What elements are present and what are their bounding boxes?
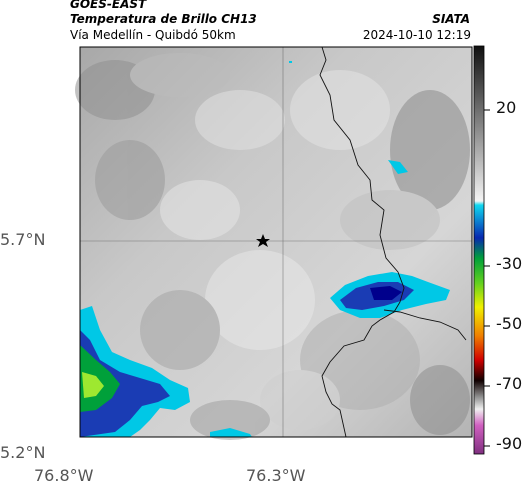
convective-cloud-southwest (80, 306, 252, 437)
satellite-title: GOES-EAST (70, 0, 147, 11)
river-line (383, 309, 467, 341)
agency-label: SIATA (432, 12, 470, 26)
lat-label-top: 5.7°N (0, 230, 46, 249)
star-icon (256, 234, 270, 247)
colorbar-tick-20: 20 (496, 98, 517, 117)
convective-cloud-east (289, 61, 450, 318)
colorbar-tick-neg50: -50 (496, 314, 523, 333)
lon-label-left: 76.8°W (34, 466, 94, 485)
cloud-texture (75, 53, 470, 440)
route-subtitle: Vía Medellín - Quibdó 50km (70, 28, 236, 42)
colorbar-tick-neg30: -30 (496, 254, 523, 273)
map-panel (75, 46, 473, 440)
boundary-line (319, 46, 405, 438)
graticule (80, 47, 472, 437)
product-title: Temperatura de Brillo CH13 (70, 12, 257, 26)
colorbar-tick-neg90: -90 (496, 434, 523, 453)
colorbar-tick-neg70: -70 (496, 374, 523, 393)
lat-label-bottom: 5.2°N (0, 443, 46, 462)
lon-label-center: 76.3°W (246, 466, 306, 485)
colorbar (473, 45, 490, 455)
timestamp: 2024-10-10 12:19 (362, 28, 471, 42)
